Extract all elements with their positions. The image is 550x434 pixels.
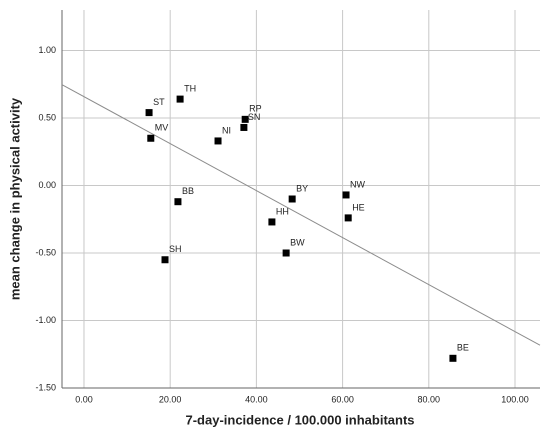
point [240,123,248,131]
point-label: SH [169,244,182,254]
x-tick-label: 40.00 [245,394,268,404]
point-label: BW [290,237,305,247]
point [344,214,352,222]
x-axis-title: 7-day-incidence / 100.000 inhabitants [185,412,414,427]
point [145,109,153,117]
point [282,249,290,257]
point-label: BE [457,343,469,353]
point-label: BB [182,186,194,196]
y-tick-label: 0.50 [38,112,56,122]
point [176,95,184,103]
x-tick-label: 20.00 [159,394,182,404]
point-label: NW [350,179,365,189]
y-tick-label: 0.00 [38,180,56,190]
y-tick-label: -1.00 [35,315,56,325]
point [174,198,182,206]
point [449,354,457,362]
x-tick-label: 100.00 [501,394,529,404]
point [161,256,169,264]
x-tick-label: 0.00 [75,394,93,404]
point [214,137,222,145]
y-tick-label: -0.50 [35,247,56,257]
trend-line [61,84,541,346]
point [241,115,249,123]
point-label: HE [352,202,365,212]
point-label: MV [155,123,169,133]
point-label: NI [222,125,231,135]
point [268,218,276,226]
y-tick-label: -1.50 [35,382,56,392]
point [147,134,155,142]
y-axis-title: mean change in physical activity [7,97,22,300]
point-label: ST [153,97,165,107]
point [288,195,296,203]
point-label: HH [276,206,289,216]
point [342,191,350,199]
x-tick-label: 80.00 [418,394,441,404]
point-label: TH [184,83,196,93]
y-tick-label: 1.00 [38,45,56,55]
x-tick-label: 60.00 [331,394,354,404]
point-label: SN [248,112,261,122]
point-label: BY [296,183,308,193]
point-label: RP [249,104,262,114]
